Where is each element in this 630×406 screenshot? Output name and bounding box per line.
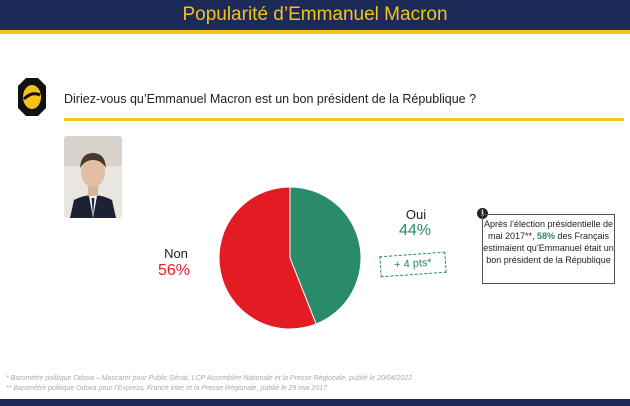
info-icon: i [477, 208, 488, 219]
pie-slice-oui [289, 186, 362, 325]
survey-question: Diriez-vous qu’Emmanuel Macron est un bo… [64, 92, 477, 106]
change-badge: + 4 pts* [379, 251, 447, 278]
header-bar: Popularité d’Emmanuel Macron [0, 0, 630, 34]
info-box: Après l’élection présidentielle de mai 2… [482, 214, 615, 284]
label-oui: Oui [405, 207, 427, 222]
odoxa-logo-icon [18, 78, 46, 116]
label-non: Non [164, 246, 188, 261]
info-text-before: Après l’élection présidentielle de mai 2… [483, 219, 614, 241]
footer-bar [0, 399, 630, 406]
info-highlight: 58% [536, 231, 555, 241]
gold-divider [64, 118, 624, 121]
portrait-photo [64, 136, 122, 218]
value-oui: 44% [398, 222, 432, 239]
footnotes: * Baromètre politique Odoxa – Mascaret p… [6, 374, 412, 394]
footnote-1: * Baromètre politique Odoxa – Mascaret p… [6, 375, 413, 382]
value-non: 56% [157, 262, 191, 279]
pie-chart [218, 186, 362, 330]
footnote-2: ** Baromètre politique Odoxa pour l’Expr… [6, 385, 328, 392]
page-title: Popularité d’Emmanuel Macron [182, 4, 448, 25]
pie-slice-non [218, 186, 317, 330]
info-text-after: des Français estimaient qu’Emmanuel étai… [483, 231, 614, 265]
